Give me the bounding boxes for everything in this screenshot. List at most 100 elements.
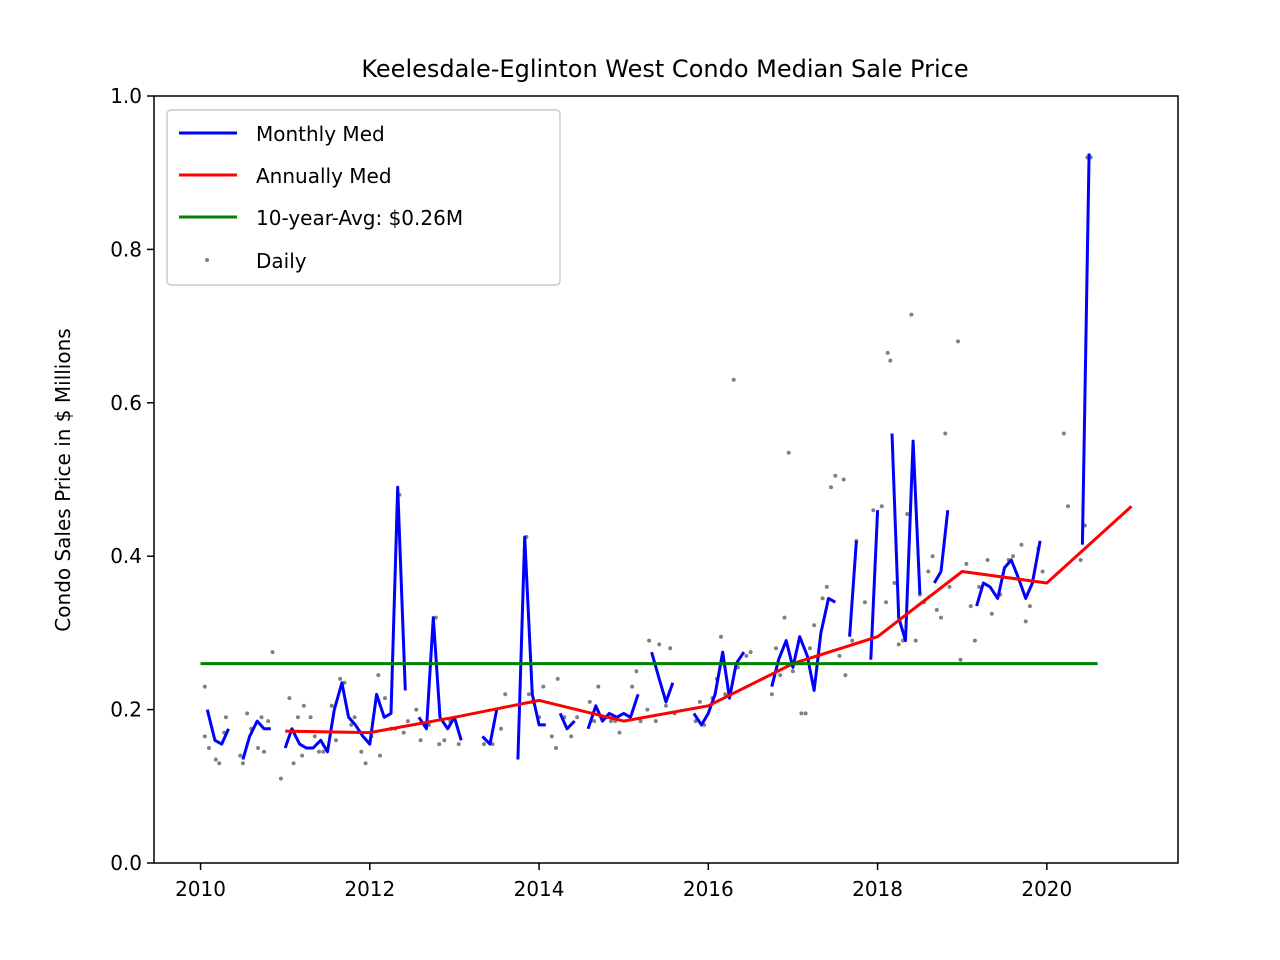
daily-point — [850, 638, 855, 643]
daily-point — [359, 749, 364, 754]
daily-point — [719, 634, 723, 639]
y-tick-label: 0.8 — [110, 237, 142, 261]
daily-point — [913, 638, 918, 643]
monthly-median-line-segment — [283, 485, 407, 754]
daily-point — [223, 715, 228, 720]
daily-point — [555, 676, 560, 681]
y-tick-label: 0.4 — [110, 544, 142, 568]
daily-point — [786, 450, 791, 455]
monthly-median-line-segment — [869, 510, 880, 660]
monthly-median-line-segment — [692, 650, 746, 727]
daily-point — [905, 512, 910, 516]
daily-point — [308, 715, 313, 720]
monthly-median-line-segment — [975, 540, 1042, 607]
x-axis: 2010 2012 2014 2016 2018 2020 — [175, 863, 1072, 901]
daily-point — [287, 696, 292, 701]
daily-point — [456, 742, 461, 747]
daily-point — [1078, 558, 1083, 562]
daily-point — [317, 749, 321, 754]
daily-point — [482, 742, 486, 747]
x-tick-label: 2012 — [344, 877, 395, 901]
daily-point — [541, 684, 546, 689]
legend-label-daily: Daily — [256, 249, 307, 273]
daily-point — [769, 692, 774, 697]
daily-point — [256, 746, 261, 750]
daily-point — [888, 358, 893, 363]
daily-point — [744, 653, 749, 658]
daily-point — [295, 715, 300, 720]
daily-point — [930, 554, 935, 559]
legend: Monthly Med Annually Med 10-year-Avg: $0… — [166, 109, 561, 286]
monthly-median-line-segment — [241, 719, 271, 760]
monthly-median-line-segment — [933, 510, 950, 584]
monthly-median-line-segment — [558, 712, 576, 731]
legend-label-annual: Annually Med — [256, 164, 392, 188]
y-tick-label: 0.6 — [110, 391, 142, 415]
daily-point — [301, 703, 306, 708]
x-tick-label: 2020 — [1021, 877, 1072, 901]
daily-point — [383, 696, 387, 701]
y-tick-label: 0.0 — [110, 851, 142, 875]
daily-point — [217, 761, 222, 766]
daily-point — [985, 558, 990, 562]
daily-point — [803, 711, 808, 716]
daily-point — [270, 650, 275, 655]
daily-point — [202, 734, 207, 739]
daily-point — [554, 746, 558, 750]
daily-point — [820, 596, 825, 601]
daily-point — [213, 757, 218, 762]
daily-point — [312, 734, 317, 739]
daily-point — [824, 584, 829, 589]
x-tick-label: 2016 — [683, 877, 734, 901]
x-tick-label: 2014 — [514, 877, 565, 901]
daily-point — [934, 607, 939, 612]
daily-point — [630, 684, 635, 689]
daily-point — [569, 734, 574, 739]
daily-point — [956, 339, 960, 344]
daily-point — [526, 692, 531, 697]
legend-frame — [166, 109, 561, 286]
daily-point — [329, 703, 334, 708]
daily-point — [503, 692, 508, 697]
daily-point — [549, 734, 554, 739]
daily-point — [697, 699, 702, 704]
daily-point — [240, 761, 245, 766]
monthly-median-line-segment — [586, 693, 640, 730]
daily-point — [748, 650, 753, 655]
daily-point — [657, 642, 662, 647]
monthly-median-line-segment — [848, 540, 858, 637]
legend-label-avg: 10-year-Avg: $0.26M — [256, 206, 463, 230]
chart-title: Keelesdale-Eglinton West Condo Median Sa… — [361, 55, 968, 83]
daily-point — [774, 646, 778, 651]
daily-point — [989, 611, 994, 616]
y-axis: 0.0 0.2 0.4 0.6 0.8 1.0 — [110, 84, 154, 875]
daily-point — [245, 711, 250, 716]
daily-point — [829, 485, 833, 490]
daily-point — [207, 746, 211, 750]
daily-point — [1061, 431, 1066, 436]
daily-point — [843, 673, 848, 678]
daily-point — [202, 684, 207, 689]
daily-point — [1027, 604, 1032, 609]
daily-point — [376, 673, 381, 678]
daily-point — [837, 653, 842, 658]
y-tick-label: 0.2 — [110, 698, 142, 722]
daily-point — [664, 703, 668, 708]
daily-point — [879, 504, 884, 509]
daily-point — [731, 377, 736, 382]
daily-point — [790, 669, 795, 674]
daily-point — [592, 719, 597, 724]
daily-point — [587, 699, 592, 704]
daily-point — [1066, 504, 1070, 509]
daily-point — [833, 473, 838, 478]
daily-point — [634, 669, 639, 674]
daily-point — [442, 738, 447, 743]
daily-point — [884, 600, 888, 605]
daily-point — [645, 707, 650, 712]
daily-point — [334, 738, 338, 743]
daily-point — [778, 673, 783, 678]
plot-frame — [153, 95, 1179, 864]
daily-point — [668, 646, 673, 651]
daily-point — [609, 719, 613, 724]
daily-point — [947, 584, 952, 589]
